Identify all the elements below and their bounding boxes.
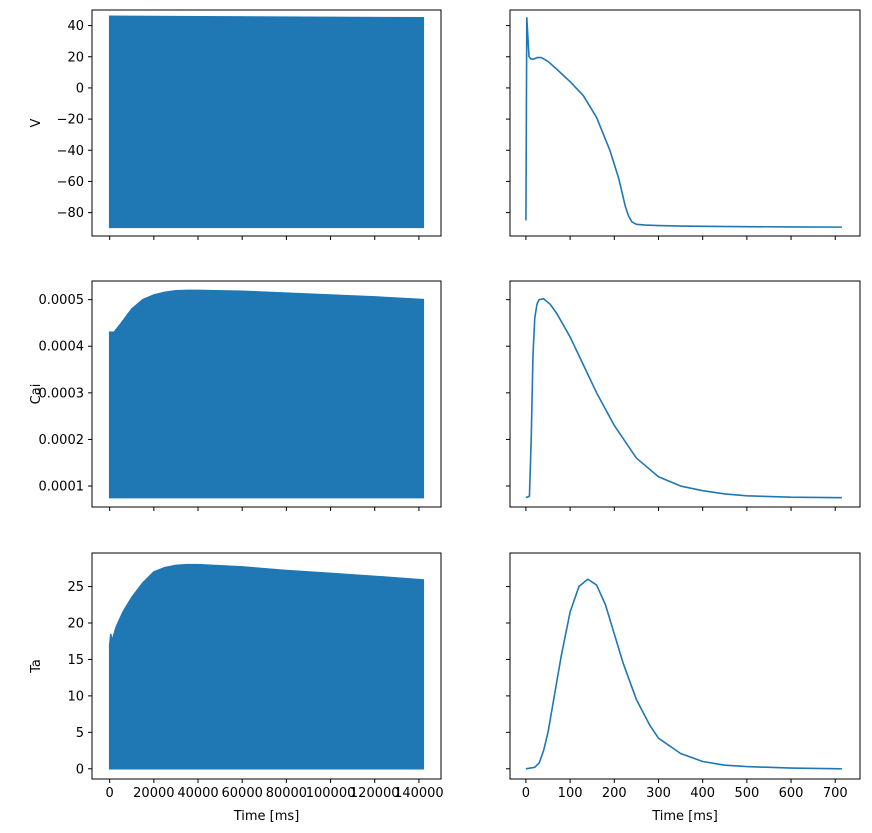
series-band-Cai-full	[108, 289, 425, 499]
x-axis-label: Time [ms]	[651, 809, 718, 824]
panel-Cai-full: 0.0001 0.0002 0.0003 0.0004 0.0005 Cai	[29, 280, 442, 511]
panel-Ta-beat: 0 100 200 300 400 500 600 700 Time [ms]	[506, 552, 861, 824]
y-tick-label: 40	[67, 19, 84, 34]
y-tick-label: 0.0005	[39, 293, 85, 308]
plot-area-Ta-beat	[525, 578, 842, 770]
series-line-V-beat	[525, 16, 842, 228]
x-tick-label: 120000	[350, 786, 400, 801]
panel-V-beat	[506, 9, 861, 240]
panel-V-full: −80 −60 −40 −20 0 20 40 V	[29, 9, 442, 240]
y-tick-label: 0.0004	[39, 340, 85, 355]
x-tick-label: 0	[522, 786, 530, 801]
x-tick-label: 20000	[133, 786, 174, 801]
x-tick-label: 700	[823, 786, 848, 801]
y-tick-label: −60	[57, 175, 84, 190]
y-tick-label: 10	[67, 689, 84, 704]
y-axis-label: V	[29, 118, 44, 127]
y-axis-label: Cai	[29, 384, 44, 405]
x-tick-label: 100	[558, 786, 583, 801]
y-tick-label: −40	[57, 144, 84, 159]
y-tick-label: 25	[67, 580, 84, 595]
axes-frame-V-beat	[509, 9, 861, 237]
y-tick-label: 20	[67, 616, 84, 631]
x-tick-label: 40000	[177, 786, 218, 801]
x-tick-label: 140000	[394, 786, 444, 801]
x-tick-label: 0	[106, 786, 114, 801]
y-tick-label: 5	[76, 726, 84, 741]
y-tick-label: 0.0003	[39, 386, 85, 401]
axes-frame-Cai-beat	[509, 280, 861, 508]
axes-frame-Cai-full	[91, 280, 442, 508]
y-tick-label: −20	[57, 113, 84, 128]
y-tick-label: 0	[76, 81, 84, 96]
series-band-V-full	[108, 15, 425, 229]
y-axis-label: Ta	[29, 659, 44, 674]
x-tick-label: 80000	[266, 786, 307, 801]
panel-Cai-beat	[506, 280, 861, 511]
x-tick-label: 200	[602, 786, 627, 801]
y-tick-label: 0.0001	[39, 480, 85, 495]
series-band-Ta-full	[108, 563, 425, 770]
y-tick-label: 15	[67, 653, 84, 668]
x-tick-label: 400	[690, 786, 715, 801]
y-tick-label: 0.0002	[39, 433, 85, 448]
series-line-Cai-beat	[525, 297, 842, 499]
x-tick-label: 600	[779, 786, 804, 801]
y-tick-label: 0	[76, 762, 84, 777]
plot-area-Cai-beat	[525, 297, 842, 499]
y-tick-label: 20	[67, 50, 84, 65]
axes-frame-Ta-full	[91, 552, 442, 780]
x-axis-label: Time [ms]	[233, 809, 300, 824]
axes-frame-Ta-beat	[509, 552, 861, 780]
plot-area-Ta-full	[108, 563, 425, 770]
y-tick-label: −80	[57, 206, 84, 221]
series-line-Ta-beat	[525, 578, 842, 770]
x-tick-label: 300	[646, 786, 671, 801]
x-tick-label: 100000	[306, 786, 356, 801]
x-tick-label: 500	[734, 786, 759, 801]
plot-area-Cai-full	[108, 289, 425, 499]
x-tick-label: 60000	[222, 786, 263, 801]
plot-area-V-beat	[525, 16, 842, 228]
axes-frame-V-full	[91, 9, 442, 237]
plot-area-V-full	[108, 15, 425, 229]
